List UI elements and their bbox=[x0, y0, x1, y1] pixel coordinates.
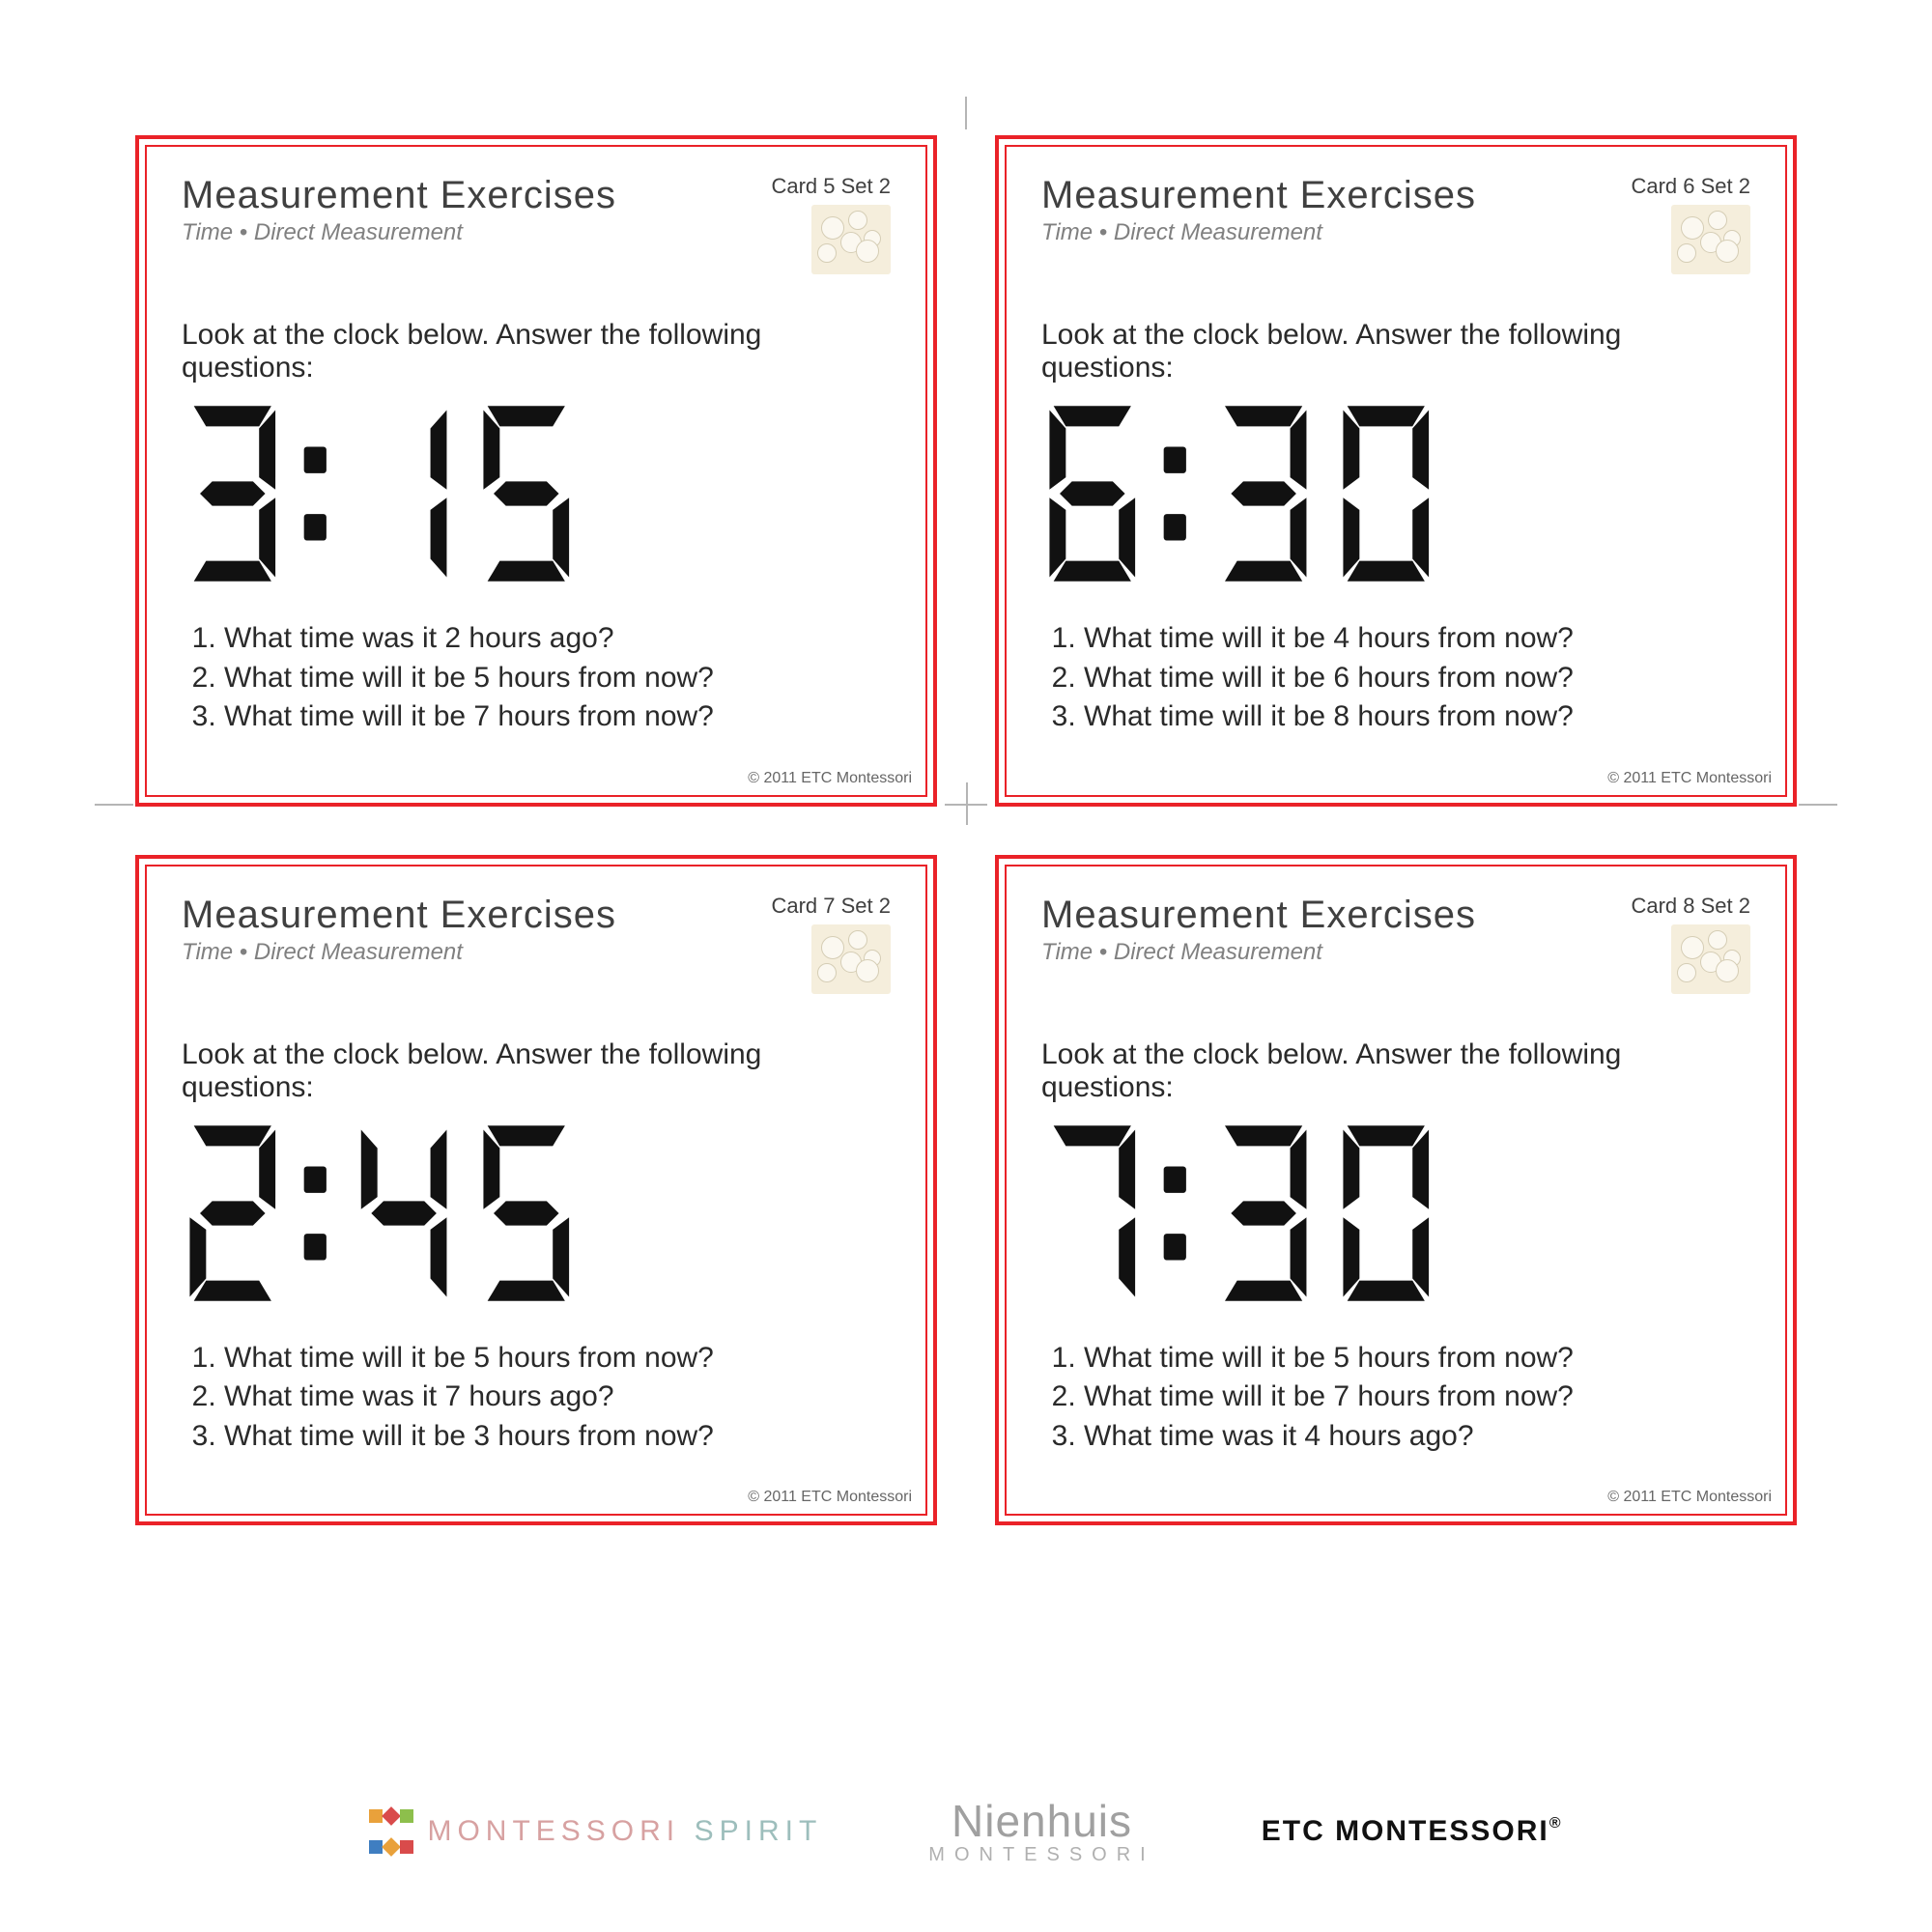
card-prompt: Look at the clock below. Answer the foll… bbox=[182, 319, 891, 384]
montessori-spirit-text-1: MONTESSORI bbox=[427, 1815, 680, 1847]
cut-mark-top bbox=[965, 97, 967, 129]
digital-clock bbox=[1041, 1122, 1437, 1305]
question-item: What time will it be 7 hours from now? bbox=[224, 697, 891, 737]
question-item: What time will it be 5 hours from now? bbox=[1084, 1339, 1750, 1378]
card-subtitle: Time • Direct Measurement bbox=[182, 219, 616, 246]
nienhuis-text-1: Nienhuis bbox=[928, 1799, 1154, 1843]
exercise-card: Measurement Exercises Time • Direct Meas… bbox=[995, 855, 1797, 1526]
card-prompt: Look at the clock below. Answer the foll… bbox=[1041, 1038, 1750, 1104]
clock-display bbox=[182, 402, 891, 590]
montessori-spirit-mark-icon bbox=[369, 1809, 413, 1854]
question-item: What time will it be 5 hours from now? bbox=[224, 659, 891, 698]
etc-montessori-logo: ETC MONTESSORI® bbox=[1262, 1815, 1563, 1848]
card-sheet: Measurement Exercises Time • Direct Meas… bbox=[135, 135, 1797, 1525]
card-prompt: Look at the clock below. Answer the foll… bbox=[1041, 319, 1750, 384]
question-list: What time was it 2 hours ago?What time w… bbox=[182, 619, 891, 737]
question-item: What time will it be 7 hours from now? bbox=[1084, 1378, 1750, 1417]
card-title: Measurement Exercises bbox=[1041, 174, 1476, 217]
card-title: Measurement Exercises bbox=[1041, 894, 1476, 937]
exercise-card: Measurement Exercises Time • Direct Meas… bbox=[135, 855, 937, 1526]
exercise-card: Measurement Exercises Time • Direct Meas… bbox=[995, 135, 1797, 807]
etc-registered: ® bbox=[1549, 1815, 1563, 1832]
card-title: Measurement Exercises bbox=[182, 174, 616, 217]
clocks-thumbnail-icon bbox=[1671, 924, 1750, 994]
question-list: What time will it be 5 hours from now?Wh… bbox=[1041, 1339, 1750, 1457]
card-subtitle: Time • Direct Measurement bbox=[182, 939, 616, 966]
question-item: What time will it be 4 hours from now? bbox=[1084, 619, 1750, 659]
question-item: What time was it 7 hours ago? bbox=[224, 1378, 891, 1417]
card-subtitle: Time • Direct Measurement bbox=[1041, 219, 1476, 246]
cut-mark-right bbox=[1799, 804, 1837, 806]
exercise-card: Measurement Exercises Time • Direct Meas… bbox=[135, 135, 937, 807]
montessori-spirit-text-2: SPIRIT bbox=[695, 1815, 823, 1847]
etc-text: ETC MONTESSORI bbox=[1262, 1815, 1549, 1847]
clocks-thumbnail-icon bbox=[1671, 205, 1750, 274]
question-item: What time will it be 6 hours from now? bbox=[1084, 659, 1750, 698]
nienhuis-text-2: MONTESSORI bbox=[928, 1845, 1154, 1864]
card-copyright: © 2011 ETC Montessori bbox=[748, 1489, 912, 1506]
montessori-spirit-logo: MONTESSORI SPIRIT bbox=[369, 1809, 822, 1854]
clock-display bbox=[1041, 1122, 1750, 1310]
clocks-thumbnail-icon bbox=[811, 924, 891, 994]
digital-clock bbox=[1041, 402, 1437, 585]
question-item: What time will it be 8 hours from now? bbox=[1084, 697, 1750, 737]
card-copyright: © 2011 ETC Montessori bbox=[1607, 1489, 1772, 1506]
card-number-label: Card 7 Set 2 bbox=[771, 894, 891, 919]
clocks-thumbnail-icon bbox=[811, 205, 891, 274]
nienhuis-logo: Nienhuis MONTESSORI bbox=[928, 1799, 1154, 1864]
footer-logos: MONTESSORI SPIRIT Nienhuis MONTESSORI ET… bbox=[0, 1799, 1932, 1864]
question-item: What time was it 2 hours ago? bbox=[224, 619, 891, 659]
cut-mark-left bbox=[95, 804, 133, 806]
clock-display bbox=[182, 1122, 891, 1310]
card-number-label: Card 6 Set 2 bbox=[1631, 174, 1750, 199]
digital-clock bbox=[182, 402, 578, 585]
card-prompt: Look at the clock below. Answer the foll… bbox=[182, 1038, 891, 1104]
question-item: What time was it 4 hours ago? bbox=[1084, 1417, 1750, 1457]
clock-display bbox=[1041, 402, 1750, 590]
card-number-label: Card 5 Set 2 bbox=[771, 174, 891, 199]
digital-clock bbox=[182, 1122, 578, 1305]
question-item: What time will it be 3 hours from now? bbox=[224, 1417, 891, 1457]
question-list: What time will it be 4 hours from now?Wh… bbox=[1041, 619, 1750, 737]
card-number-label: Card 8 Set 2 bbox=[1631, 894, 1750, 919]
question-list: What time will it be 5 hours from now?Wh… bbox=[182, 1339, 891, 1457]
card-title: Measurement Exercises bbox=[182, 894, 616, 937]
card-copyright: © 2011 ETC Montessori bbox=[748, 770, 912, 787]
card-subtitle: Time • Direct Measurement bbox=[1041, 939, 1476, 966]
card-copyright: © 2011 ETC Montessori bbox=[1607, 770, 1772, 787]
question-item: What time will it be 5 hours from now? bbox=[224, 1339, 891, 1378]
